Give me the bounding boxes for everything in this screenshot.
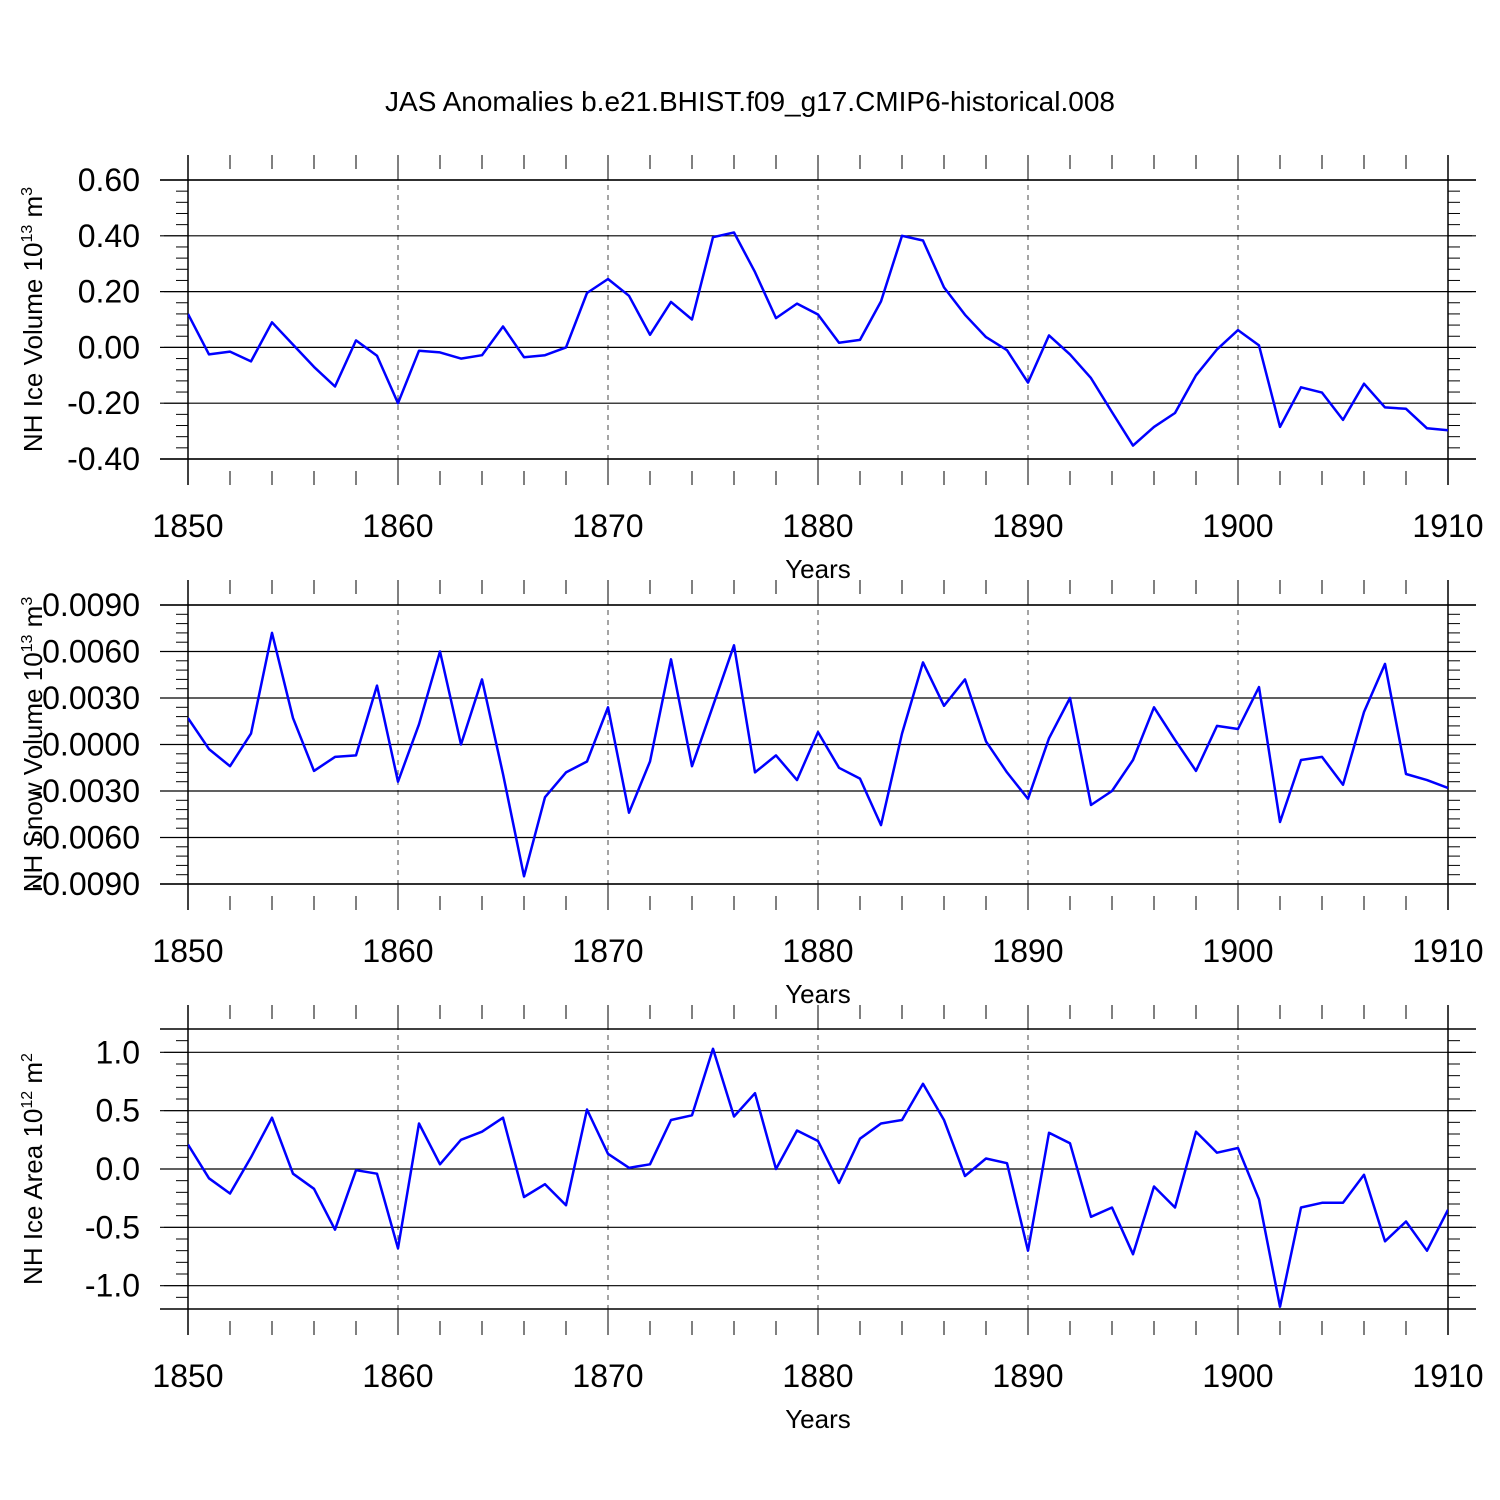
- x-axis-label: Years: [785, 979, 851, 1009]
- x-tick-label: 1890: [992, 933, 1063, 969]
- y-tick-label: -0.5: [85, 1209, 140, 1245]
- chart-panel-2: 0.0090 0.0060 0.0030 0.0000 -0.0030 -0.0060 -0…: [18, 580, 1484, 1009]
- x-tick-label: 1860: [362, 508, 433, 544]
- y-tick-label: 0.60: [78, 162, 140, 198]
- x-tick-label: 1900: [1202, 1358, 1273, 1394]
- x-tick-label: 1870: [572, 933, 643, 969]
- x-tick-label: 1910: [1412, 1358, 1483, 1394]
- x-tick-label: 1850: [152, 933, 223, 969]
- data-series-line: [188, 231, 1448, 447]
- x-tick-label: 1880: [782, 508, 853, 544]
- x-tick-label: 1890: [992, 1358, 1063, 1394]
- y-tick-label: -0.0030: [31, 773, 140, 809]
- x-tick-label: 1910: [1412, 933, 1483, 969]
- x-tick-label: 1910: [1412, 508, 1483, 544]
- y-tick-label: 0.00: [78, 329, 140, 365]
- x-tick-label: 1860: [362, 933, 433, 969]
- x-tick-label: 1850: [152, 1358, 223, 1394]
- y-tick-label: 0.20: [78, 274, 140, 310]
- x-tick-label: 1900: [1202, 508, 1273, 544]
- data-series-line: [188, 631, 1448, 878]
- y-tick-label: 0.40: [78, 218, 140, 254]
- x-tick-label: 1860: [362, 1358, 433, 1394]
- y-tick-label: 0.0060: [42, 634, 140, 670]
- y-axis-label: NH Ice Area 1012 m2: [18, 1053, 48, 1285]
- y-tick-label: -1.0: [85, 1268, 140, 1304]
- y-tick-label: 0.0090: [42, 587, 140, 623]
- x-tick-label: 1850: [152, 508, 223, 544]
- x-tick-label: 1880: [782, 1358, 853, 1394]
- x-axis-label: Years: [785, 1404, 851, 1434]
- data-series-line: [188, 1047, 1448, 1308]
- y-tick-label: 1.0: [96, 1034, 140, 1070]
- chart-panel-1: 0.60 0.40 0.20 0.00 -0.20 -0.40 1850 1860 1870 18…: [18, 155, 1484, 584]
- x-tick-label: 1880: [782, 933, 853, 969]
- y-tick-label: 0.0000: [42, 727, 140, 763]
- chart-panel-3: 1.0 0.5 0.0 -0.5 -1.0 1850 1860 1870 1880 1890 190…: [18, 1005, 1484, 1434]
- chart-title: JAS Anomalies b.e21.BHIST.f09_g17.CMIP6-…: [385, 86, 1115, 117]
- y-axis-label: NH Ice Volume 1013 m3: [18, 187, 48, 452]
- x-axis-label: Years: [785, 554, 851, 584]
- y-tick-label: 0.0030: [42, 680, 140, 716]
- x-tick-label: 1890: [992, 508, 1063, 544]
- y-tick-label: -0.0090: [31, 866, 140, 902]
- y-tick-label: 0.0: [96, 1151, 140, 1187]
- y-tick-label: 0.5: [96, 1093, 140, 1129]
- x-tick-label: 1870: [572, 1358, 643, 1394]
- y-tick-label: -0.40: [67, 441, 140, 477]
- y-axis-label: NH Snow Volume 1013 m3: [18, 597, 48, 893]
- x-tick-label: 1900: [1202, 933, 1273, 969]
- x-tick-label: 1870: [572, 508, 643, 544]
- y-tick-label: -0.20: [67, 385, 140, 421]
- y-tick-label: -0.0060: [31, 820, 140, 856]
